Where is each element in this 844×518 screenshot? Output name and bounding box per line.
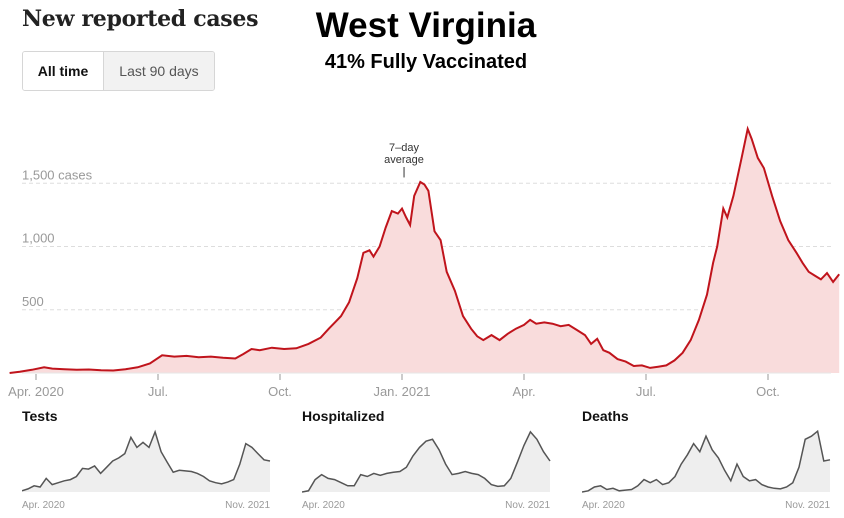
hospitalized-title: Hospitalized — [302, 408, 385, 424]
x-tick-label: Jan. 2021 — [373, 384, 430, 399]
tests-title: Tests — [22, 408, 58, 424]
page-title: New reported cases — [22, 6, 259, 32]
deaths-title: Deaths — [582, 408, 629, 424]
x-tick-label: Apr. 2020 — [8, 384, 64, 399]
vaccination-rate: 41% Fully Vaccinated — [324, 51, 528, 73]
y-tick-label: 1,500 cases — [22, 167, 93, 182]
x-tick-label: Jul. — [636, 384, 656, 399]
state-name: West Virginia — [315, 6, 537, 45]
annotation-label: 7–day — [389, 142, 419, 154]
x-tick-label: Jul. — [148, 384, 168, 399]
hospitalized-chart: Hospitalized Apr. 2020 Nov. 2021 — [302, 404, 562, 514]
cases-line — [9, 125, 840, 374]
annotation-label: average — [384, 154, 424, 166]
sparkline-area — [22, 431, 270, 492]
deaths-chart: Deaths Apr. 2020 Nov. 2021 — [582, 404, 842, 514]
x-end-label: Nov. 2021 — [505, 500, 550, 511]
cases-area — [9, 128, 840, 373]
x-start-label: Apr. 2020 — [22, 500, 65, 511]
sparkline-line — [22, 429, 271, 492]
sparkline-area — [302, 431, 550, 492]
y-tick-label: 1,000 — [22, 231, 55, 246]
sparkline-area — [582, 431, 830, 492]
sparkline-line — [582, 429, 831, 493]
tests-chart: Tests Apr. 2020 Nov. 2021 — [22, 404, 282, 514]
x-start-label: Apr. 2020 — [582, 500, 625, 511]
all-time-button[interactable]: All time — [23, 52, 104, 90]
x-tick-label: Oct. — [268, 384, 292, 399]
y-tick-label: 500 — [22, 294, 44, 309]
x-tick-label: Apr. — [512, 384, 535, 399]
x-end-label: Nov. 2021 — [785, 500, 830, 511]
x-end-label: Nov. 2021 — [225, 500, 270, 511]
sparkline-line — [302, 430, 551, 493]
cases-chart: 500 1,000 1,500 cases Apr. 2020 Jul. Oct. Jan… — [8, 125, 840, 399]
last-90-days-button[interactable]: Last 90 days — [104, 52, 214, 90]
x-tick-label: Oct. — [756, 384, 780, 399]
time-range-toggle: All time Last 90 days — [22, 51, 215, 91]
x-start-label: Apr. 2020 — [302, 500, 345, 511]
